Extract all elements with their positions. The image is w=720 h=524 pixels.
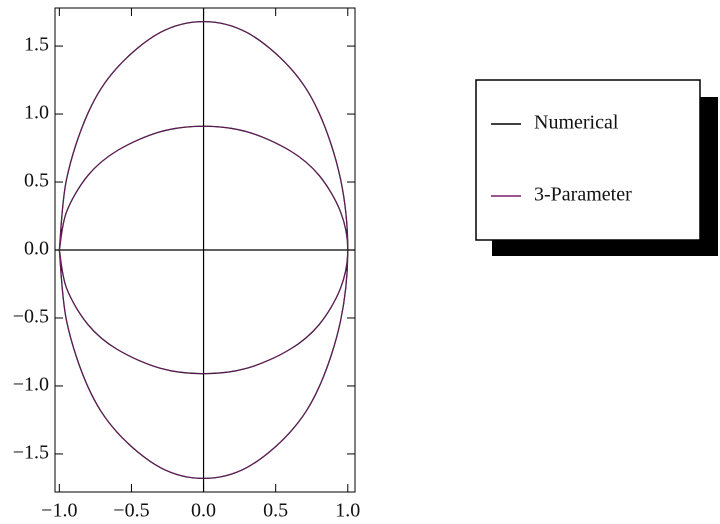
y-tick-label: −1.5 bbox=[13, 442, 49, 464]
x-tick-label: −0.5 bbox=[113, 500, 149, 522]
legend-box bbox=[475, 79, 701, 241]
y-tick-label: 0.5 bbox=[24, 170, 49, 192]
y-tick-label: 1.0 bbox=[24, 102, 49, 124]
x-tick-label: 0.0 bbox=[191, 500, 216, 522]
series-line bbox=[58, 21, 349, 479]
y-tick-label: −1.0 bbox=[13, 374, 49, 396]
x-tick-label: 0.5 bbox=[263, 500, 288, 522]
x-tick-label: −1.0 bbox=[41, 500, 77, 522]
y-tick-label: −0.5 bbox=[13, 306, 49, 328]
y-tick-label: 0.0 bbox=[24, 238, 49, 260]
legend-label: 3-Parameter bbox=[534, 184, 632, 206]
y-tick-label: 1.5 bbox=[24, 34, 49, 56]
x-tick-label: 1.0 bbox=[335, 500, 360, 522]
legend-label: Numerical bbox=[534, 112, 619, 134]
